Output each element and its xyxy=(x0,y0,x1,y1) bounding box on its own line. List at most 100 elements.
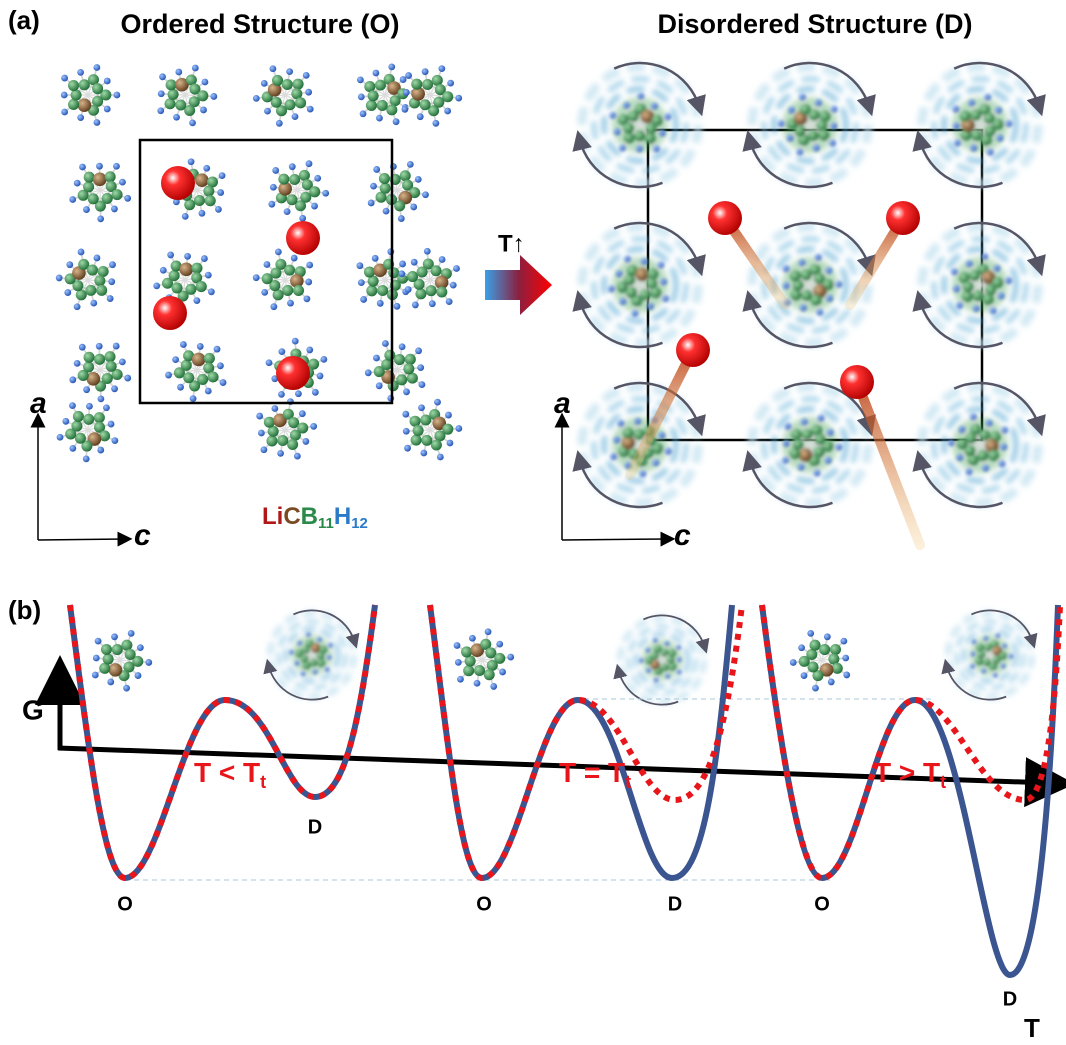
b-atom xyxy=(961,290,973,302)
curve-dashed xyxy=(427,604,745,882)
h-atom xyxy=(359,110,367,118)
b-atom xyxy=(93,412,105,424)
b-atom xyxy=(364,81,376,93)
h-atom xyxy=(842,654,850,662)
b-atom xyxy=(74,432,86,444)
h-atom xyxy=(610,453,617,460)
cluster xyxy=(782,414,843,477)
b-atom xyxy=(794,125,806,137)
cluster xyxy=(782,253,843,316)
c-atom xyxy=(640,109,655,124)
b-atom xyxy=(807,129,819,141)
b-atom xyxy=(801,429,813,441)
b-atom xyxy=(71,420,83,432)
h-atom xyxy=(217,189,225,196)
b-atom xyxy=(975,657,984,666)
rotation-arrow xyxy=(783,61,876,117)
rotating-cluster xyxy=(572,61,706,189)
li-path xyxy=(625,345,698,480)
b-atom xyxy=(653,645,662,654)
structures xyxy=(55,61,1046,706)
rotating-cluster xyxy=(572,381,706,509)
h-atom xyxy=(393,302,401,310)
b-atom xyxy=(972,290,984,302)
b-atom xyxy=(167,88,179,100)
h-atom xyxy=(312,669,318,675)
b-atom xyxy=(813,446,825,458)
b-atom xyxy=(105,180,117,192)
b-atom xyxy=(828,653,840,665)
h-atom xyxy=(969,413,977,421)
h-atom xyxy=(134,672,142,679)
b-atom xyxy=(989,662,998,671)
h-atom xyxy=(404,286,412,293)
h-atom xyxy=(410,258,418,266)
h-atom xyxy=(90,299,98,307)
h-atom xyxy=(639,470,647,478)
h-atom xyxy=(615,270,623,278)
motion-ring xyxy=(761,396,859,494)
b-atom xyxy=(204,195,216,207)
h-atom xyxy=(61,74,68,82)
h-atom xyxy=(421,68,429,76)
cluster xyxy=(401,65,463,127)
rotation-arrow xyxy=(912,290,1003,349)
c-atom xyxy=(981,270,996,285)
h-atom xyxy=(291,337,299,345)
b-atom xyxy=(623,132,635,144)
h-atom xyxy=(124,374,132,382)
cluster xyxy=(157,64,218,127)
h-atom xyxy=(496,640,504,648)
b-atom xyxy=(992,118,1004,130)
b-atom xyxy=(188,96,200,108)
b-atom xyxy=(831,662,843,674)
li-ion xyxy=(153,296,187,330)
b-atom xyxy=(985,284,997,296)
motion-ring xyxy=(601,86,679,164)
h-atom xyxy=(119,178,126,186)
h-atom xyxy=(645,667,651,673)
h-atom xyxy=(972,305,980,312)
b-atom xyxy=(124,648,136,660)
rotation-arrow xyxy=(941,658,1007,701)
c-atom xyxy=(86,372,101,386)
rotating-cluster xyxy=(572,221,706,349)
rotation-arrow xyxy=(971,609,1038,649)
h-atom xyxy=(1000,663,1006,669)
b-atom xyxy=(798,134,810,146)
cluster xyxy=(609,92,672,153)
b-atom xyxy=(651,114,663,126)
h-atom xyxy=(376,114,383,122)
b-atom xyxy=(634,130,646,142)
b-atom xyxy=(162,277,174,289)
h-atom xyxy=(415,347,422,355)
h-atom xyxy=(782,439,790,447)
h-atom xyxy=(252,274,260,282)
b-atom xyxy=(650,651,659,660)
h-atom xyxy=(402,89,410,96)
b-atom xyxy=(807,661,819,673)
b-atom xyxy=(623,274,636,286)
b-atom xyxy=(85,284,97,296)
b-atom xyxy=(956,438,968,450)
b-atom xyxy=(967,454,979,466)
b-atom xyxy=(203,362,215,374)
h-atom xyxy=(777,120,785,128)
b-atom xyxy=(809,639,821,651)
panel-label: (b) xyxy=(8,595,41,625)
li-ion xyxy=(708,201,742,235)
h-atom xyxy=(97,215,105,223)
b-atom xyxy=(165,79,177,91)
rotation-arrow xyxy=(953,221,1046,277)
h-atom xyxy=(418,404,425,412)
b-atom xyxy=(168,270,180,282)
b-atom xyxy=(86,264,98,276)
h-atom xyxy=(118,358,126,366)
unit-cell xyxy=(138,138,394,405)
c-atom xyxy=(650,659,661,670)
h-atom xyxy=(1001,426,1009,434)
b-atom xyxy=(434,84,446,96)
motion-ring xyxy=(771,86,849,164)
h-atom xyxy=(623,101,630,109)
